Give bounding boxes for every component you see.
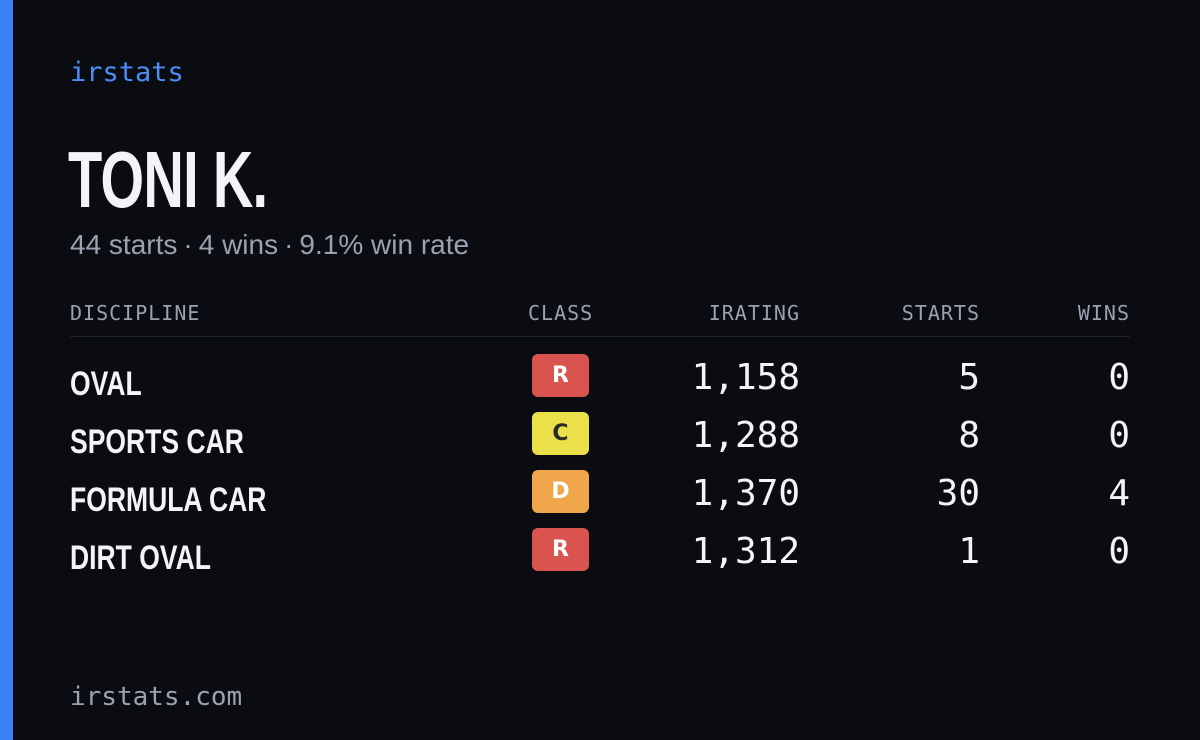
license-class-badge: R (532, 354, 589, 397)
header-starts: STARTS (901, 301, 980, 325)
table-row: FORMULA CAR D 1,370 30 4 (70, 470, 1130, 528)
table-header: DISCIPLINE CLASS IRATING STARTS WINS (70, 296, 1130, 337)
starts-value: 8 (958, 415, 980, 456)
header-class: CLASS (528, 301, 594, 325)
wins-value: 4 (1108, 473, 1130, 514)
table-row: OVAL R 1,158 5 0 (70, 354, 1130, 412)
license-class-badge: R (532, 528, 589, 571)
starts-value: 1 (958, 531, 980, 572)
starts-total: 44 starts (70, 229, 178, 260)
header-wins: WINS (1077, 301, 1130, 325)
irating-value: 1,370 (691, 473, 800, 514)
irating-value: 1,312 (691, 531, 800, 572)
driver-summary: 44 starts · 4 wins · 9.1% win rate (70, 228, 469, 262)
footer-url: irstats.com (70, 682, 243, 712)
discipline-name: OVAL (70, 365, 142, 403)
accent-bar (0, 0, 13, 740)
win-rate: 9.1% win rate (299, 229, 470, 260)
header-discipline: DISCIPLINE (70, 301, 201, 325)
wins-value: 0 (1108, 531, 1130, 572)
irating-value: 1,158 (691, 357, 800, 398)
discipline-name: SPORTS CAR (70, 423, 244, 461)
wins-value: 0 (1108, 357, 1130, 398)
discipline-name: FORMULA CAR (70, 481, 267, 519)
brand-logo-text: irstats (70, 57, 184, 88)
starts-value: 30 (936, 473, 980, 514)
driver-name: TONI K. (68, 135, 268, 224)
license-class-badge: C (532, 412, 589, 455)
discipline-name: DIRT OVAL (70, 539, 211, 577)
table-row: SPORTS CAR C 1,288 8 0 (70, 412, 1130, 470)
license-class-badge: D (532, 470, 589, 513)
separator: · (183, 229, 193, 260)
header-irating: IRATING (708, 301, 800, 325)
discipline-table: DISCIPLINE CLASS IRATING STARTS WINS OVA… (70, 296, 1130, 577)
table-row: DIRT OVAL R 1,312 1 0 (70, 528, 1130, 586)
irating-value: 1,288 (691, 415, 800, 456)
wins-total: 4 wins (198, 229, 279, 260)
wins-value: 0 (1108, 415, 1130, 456)
starts-value: 5 (958, 357, 980, 398)
separator: · (284, 229, 294, 260)
